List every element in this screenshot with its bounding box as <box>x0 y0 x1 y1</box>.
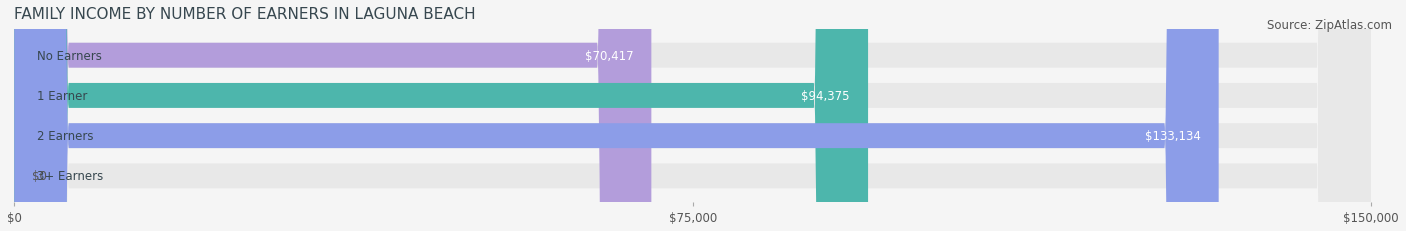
FancyBboxPatch shape <box>14 0 1371 231</box>
FancyBboxPatch shape <box>14 0 1371 231</box>
Text: $133,134: $133,134 <box>1144 130 1201 143</box>
Text: 3+ Earners: 3+ Earners <box>37 170 103 182</box>
Text: FAMILY INCOME BY NUMBER OF EARNERS IN LAGUNA BEACH: FAMILY INCOME BY NUMBER OF EARNERS IN LA… <box>14 7 477 22</box>
FancyBboxPatch shape <box>14 0 651 231</box>
FancyBboxPatch shape <box>14 0 1371 231</box>
Text: $70,417: $70,417 <box>585 49 633 62</box>
FancyBboxPatch shape <box>14 0 1219 231</box>
Text: 2 Earners: 2 Earners <box>37 130 93 143</box>
Text: No Earners: No Earners <box>37 49 101 62</box>
FancyBboxPatch shape <box>14 0 1371 231</box>
Text: $0: $0 <box>32 170 48 182</box>
Text: 1 Earner: 1 Earner <box>37 90 87 103</box>
Text: $94,375: $94,375 <box>801 90 851 103</box>
FancyBboxPatch shape <box>14 0 868 231</box>
Text: Source: ZipAtlas.com: Source: ZipAtlas.com <box>1267 18 1392 31</box>
